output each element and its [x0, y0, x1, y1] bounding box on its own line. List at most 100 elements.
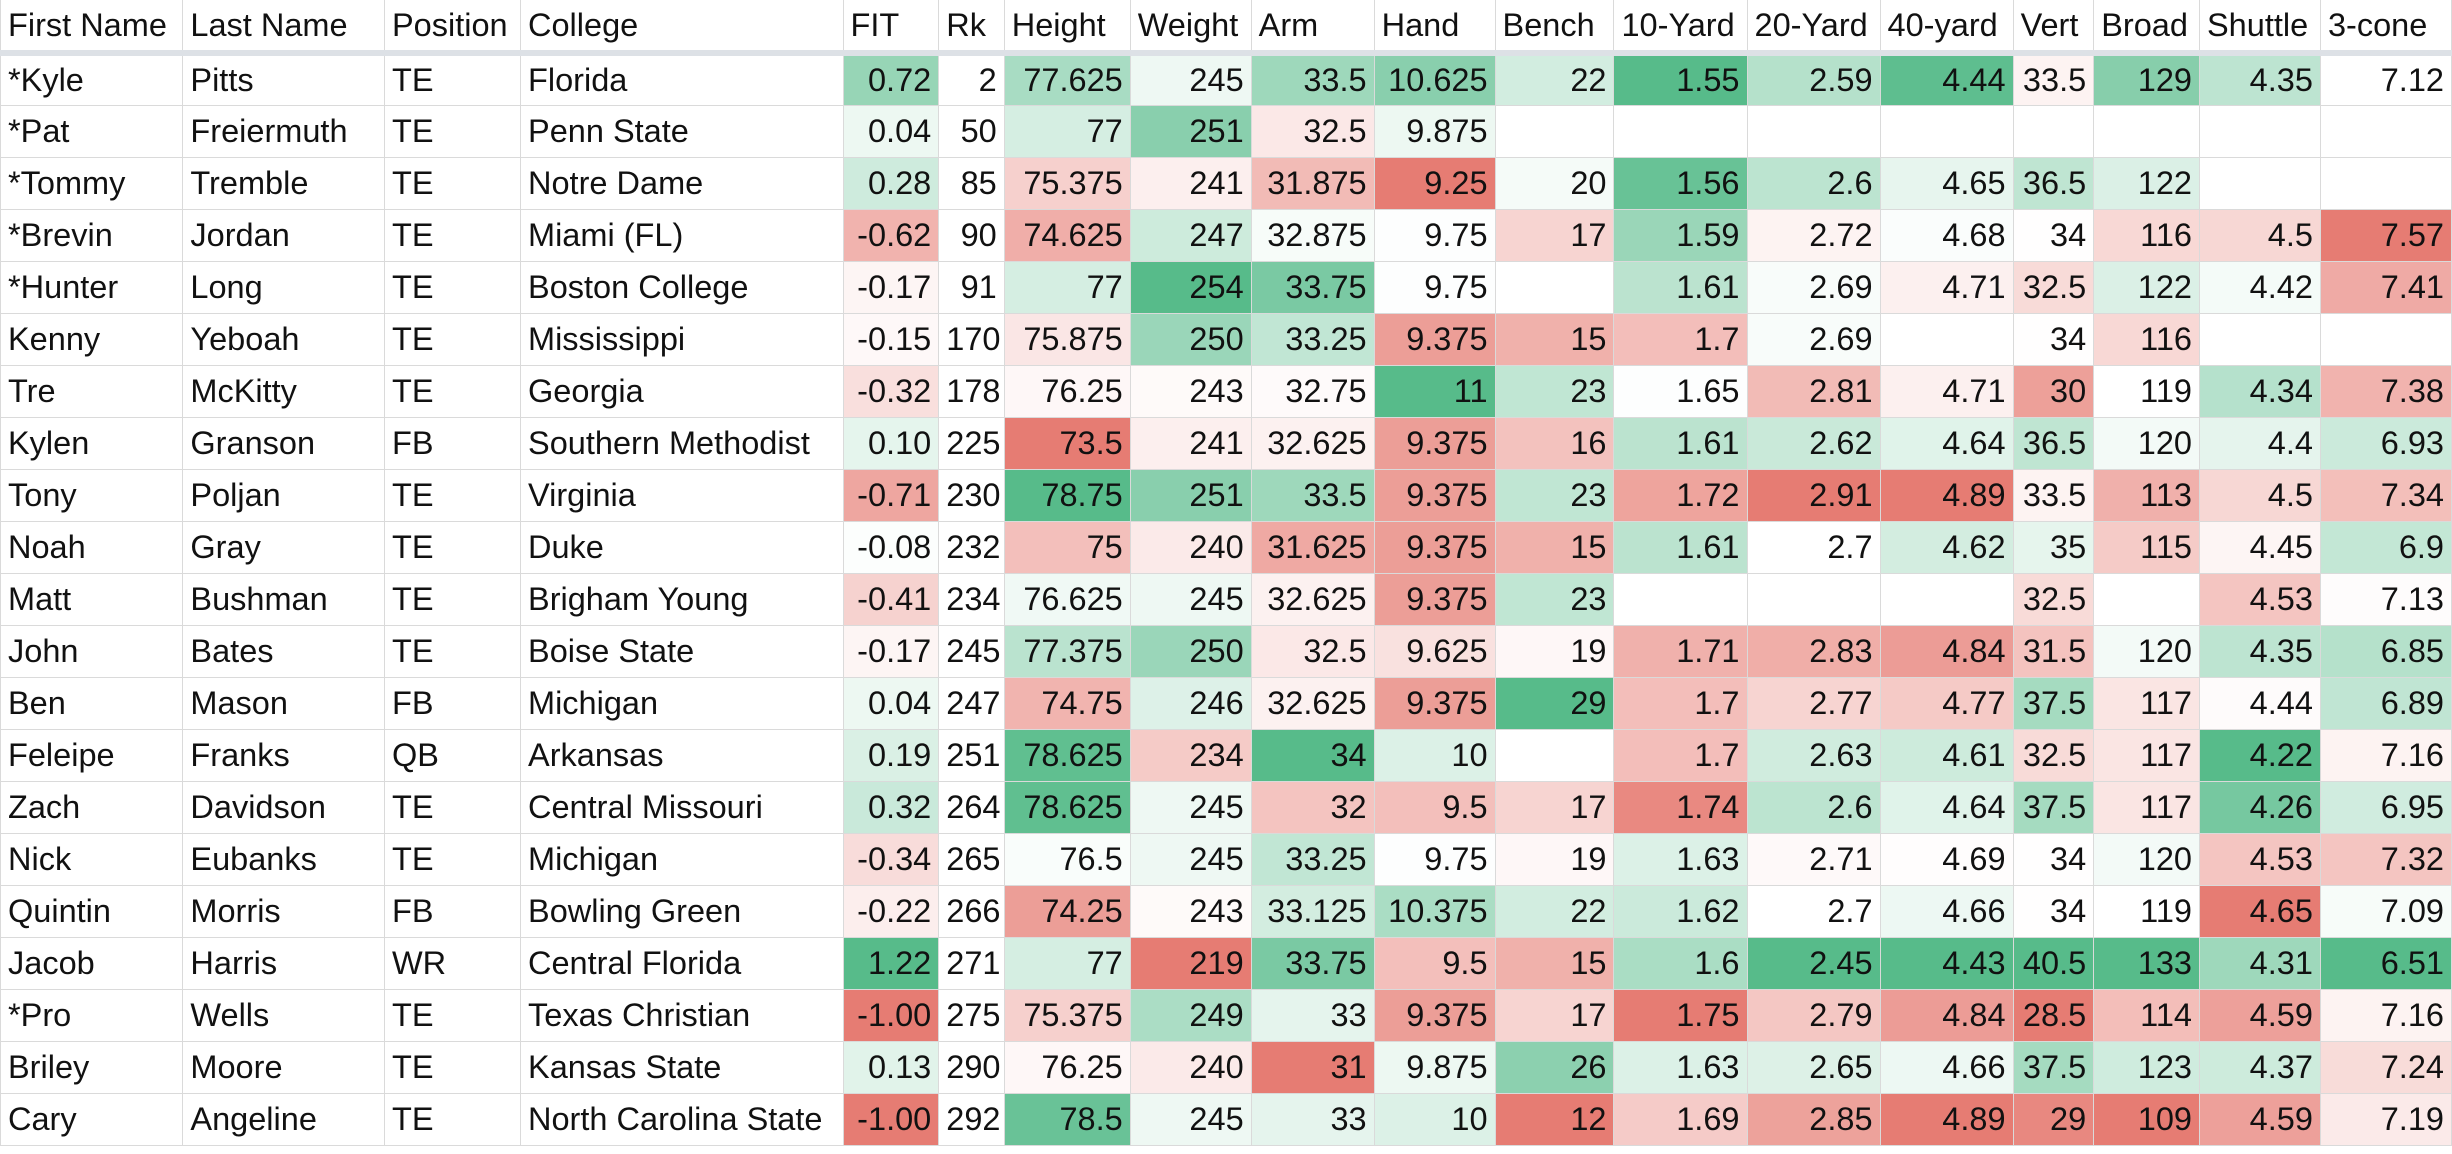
cell-rk[interactable]: 85 [938, 156, 1005, 210]
cell-shuttle[interactable]: 4.44 [2199, 676, 2321, 730]
cell-pos[interactable]: TE [383, 364, 522, 418]
cell-shuttle[interactable]: 4.34 [2199, 364, 2321, 418]
cell-arm[interactable]: 33.125 [1250, 884, 1375, 938]
cell-y10[interactable] [1613, 104, 1748, 158]
cell-hand[interactable]: 9.375 [1373, 416, 1496, 470]
column-header-broad[interactable]: Broad [2093, 0, 2200, 54]
cell-y20[interactable] [1746, 572, 1881, 626]
cell-weight[interactable]: 243 [1129, 884, 1252, 938]
cell-last[interactable]: Long [182, 260, 385, 314]
cell-bench[interactable]: 15 [1494, 312, 1615, 366]
cell-broad[interactable]: 117 [2093, 728, 2200, 782]
cell-first[interactable]: Feleipe [0, 728, 184, 782]
cell-cone[interactable]: 6.9 [2319, 520, 2452, 574]
cell-hand[interactable]: 9.25 [1373, 156, 1496, 210]
cell-hand[interactable]: 9.375 [1373, 520, 1496, 574]
cell-height[interactable]: 78.625 [1003, 728, 1131, 782]
cell-y10[interactable]: 1.55 [1613, 52, 1748, 106]
column-header-rk[interactable]: Rk [938, 0, 1005, 54]
cell-hand[interactable]: 9.75 [1373, 260, 1496, 314]
column-header-arm[interactable]: Arm [1250, 0, 1375, 54]
cell-broad[interactable]: 113 [2093, 468, 2200, 522]
cell-first[interactable]: Kylen [0, 416, 184, 470]
cell-y10[interactable]: 1.71 [1613, 624, 1748, 678]
cell-last[interactable]: Pitts [182, 52, 385, 106]
cell-bench[interactable]: 17 [1494, 780, 1615, 834]
cell-height[interactable]: 74.625 [1003, 208, 1131, 262]
cell-rk[interactable]: 234 [938, 572, 1005, 626]
cell-hand[interactable]: 11 [1373, 364, 1496, 418]
cell-fit[interactable]: 0.72 [842, 52, 940, 106]
cell-y40[interactable] [1879, 104, 2014, 158]
cell-shuttle[interactable]: 4.53 [2199, 832, 2321, 886]
cell-college[interactable]: Mississippi [520, 312, 844, 366]
cell-pos[interactable]: TE [383, 520, 522, 574]
cell-y20[interactable]: 2.63 [1746, 728, 1881, 782]
cell-rk[interactable]: 178 [938, 364, 1005, 418]
cell-vert[interactable]: 33.5 [2012, 468, 2095, 522]
cell-rk[interactable]: 170 [938, 312, 1005, 366]
cell-first[interactable]: Matt [0, 572, 184, 626]
cell-y10[interactable] [1613, 572, 1748, 626]
cell-pos[interactable]: TE [383, 1092, 522, 1146]
cell-broad[interactable] [2093, 104, 2200, 158]
cell-college[interactable]: Boston College [520, 260, 844, 314]
cell-last[interactable]: Freiermuth [182, 104, 385, 158]
cell-arm[interactable]: 33 [1250, 1092, 1375, 1146]
cell-arm[interactable]: 32.5 [1250, 104, 1375, 158]
cell-hand[interactable]: 9.375 [1373, 572, 1496, 626]
cell-height[interactable]: 77.625 [1003, 52, 1131, 106]
cell-height[interactable]: 77 [1003, 104, 1131, 158]
cell-rk[interactable]: 232 [938, 520, 1005, 574]
cell-last[interactable]: Mason [182, 676, 385, 730]
cell-last[interactable]: Gray [182, 520, 385, 574]
cell-rk[interactable]: 90 [938, 208, 1005, 262]
cell-arm[interactable]: 32.875 [1250, 208, 1375, 262]
cell-height[interactable]: 76.625 [1003, 572, 1131, 626]
cell-weight[interactable]: 245 [1129, 572, 1252, 626]
cell-vert[interactable]: 29 [2012, 1092, 2095, 1146]
cell-y20[interactable]: 2.6 [1746, 780, 1881, 834]
cell-hand[interactable]: 9.5 [1373, 936, 1496, 990]
cell-y20[interactable]: 2.62 [1746, 416, 1881, 470]
cell-college[interactable]: Texas Christian [520, 988, 844, 1042]
cell-rk[interactable]: 265 [938, 832, 1005, 886]
cell-fit[interactable]: -1.00 [842, 988, 940, 1042]
cell-rk[interactable]: 2 [938, 52, 1005, 106]
cell-pos[interactable]: TE [383, 312, 522, 366]
cell-y20[interactable] [1746, 104, 1881, 158]
cell-cone[interactable]: 7.34 [2319, 468, 2452, 522]
cell-bench[interactable]: 20 [1494, 156, 1615, 210]
column-header-cone[interactable]: 3-cone [2319, 0, 2452, 54]
cell-height[interactable]: 76.25 [1003, 364, 1131, 418]
cell-rk[interactable]: 251 [938, 728, 1005, 782]
cell-cone[interactable]: 6.85 [2319, 624, 2452, 678]
cell-broad[interactable]: 115 [2093, 520, 2200, 574]
cell-cone[interactable]: 6.95 [2319, 780, 2452, 834]
cell-pos[interactable]: TE [383, 104, 522, 158]
cell-cone[interactable]: 7.16 [2319, 988, 2452, 1042]
cell-shuttle[interactable]: 4.37 [2199, 1040, 2321, 1094]
cell-weight[interactable]: 241 [1129, 156, 1252, 210]
cell-y20[interactable]: 2.71 [1746, 832, 1881, 886]
cell-bench[interactable]: 23 [1494, 468, 1615, 522]
cell-pos[interactable]: TE [383, 1040, 522, 1094]
cell-college[interactable]: Brigham Young [520, 572, 844, 626]
cell-arm[interactable]: 33 [1250, 988, 1375, 1042]
cell-y20[interactable]: 2.59 [1746, 52, 1881, 106]
cell-y20[interactable]: 2.7 [1746, 520, 1881, 574]
cell-vert[interactable]: 37.5 [2012, 1040, 2095, 1094]
cell-y20[interactable]: 2.85 [1746, 1092, 1881, 1146]
cell-arm[interactable]: 33.5 [1250, 468, 1375, 522]
cell-y40[interactable]: 4.68 [1879, 208, 2014, 262]
cell-weight[interactable]: 243 [1129, 364, 1252, 418]
cell-bench[interactable]: 17 [1494, 988, 1615, 1042]
cell-cone[interactable]: 7.13 [2319, 572, 2452, 626]
cell-y40[interactable] [1879, 572, 2014, 626]
cell-first[interactable]: John [0, 624, 184, 678]
cell-vert[interactable]: 28.5 [2012, 988, 2095, 1042]
cell-college[interactable]: Virginia [520, 468, 844, 522]
cell-broad[interactable]: 123 [2093, 1040, 2200, 1094]
cell-arm[interactable]: 32 [1250, 780, 1375, 834]
cell-college[interactable]: Boise State [520, 624, 844, 678]
